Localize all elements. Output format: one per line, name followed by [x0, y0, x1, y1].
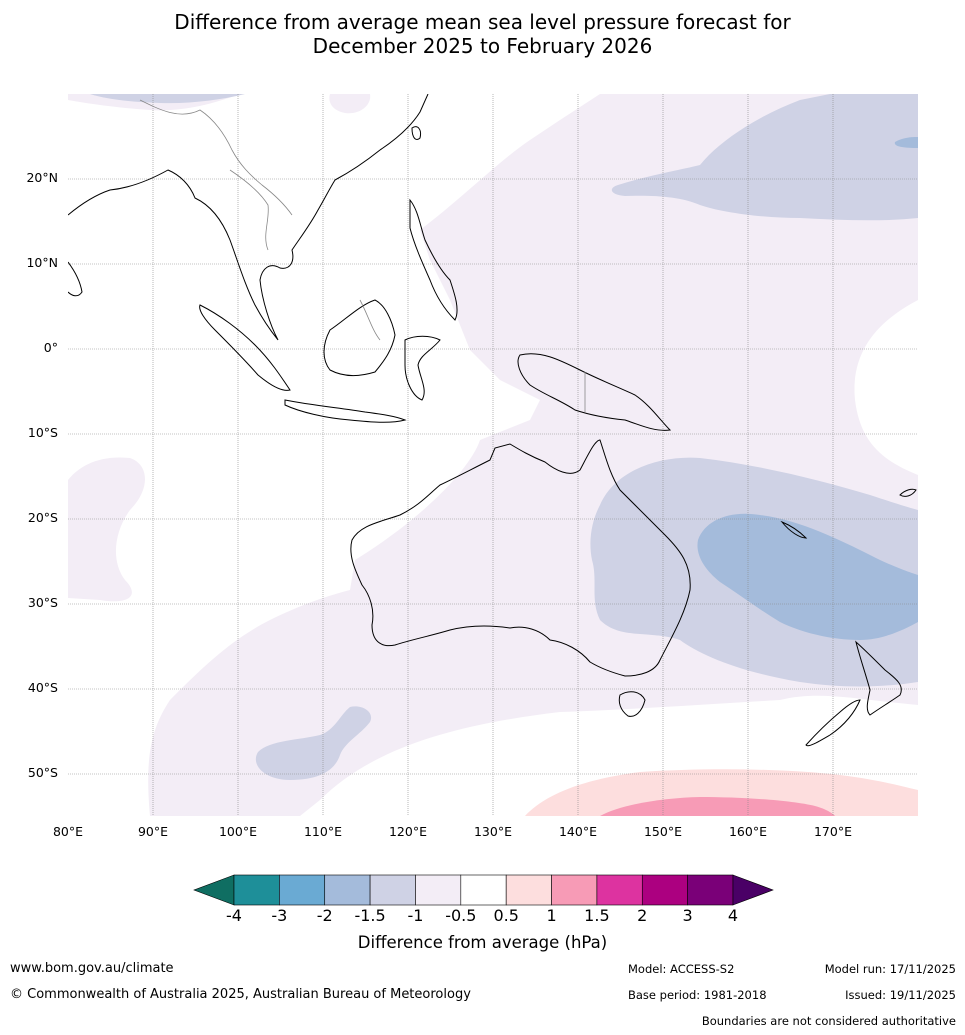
- lon-label-110e: 110°E: [303, 824, 342, 839]
- coastline-philippines: [409, 198, 458, 321]
- coastline-sumatra: [199, 304, 291, 391]
- lat-label-40s: 40°S: [27, 680, 58, 695]
- coastline-borneo: [323, 299, 396, 376]
- coastline-asia: [68, 94, 429, 341]
- colorbar-segments: [193, 874, 774, 906]
- title-line-1: Difference from average mean sea level p…: [174, 10, 791, 34]
- lon-label-160e: 160°E: [728, 824, 767, 839]
- coastline-tasmania: [618, 691, 646, 717]
- colorbar-tick-label: 1: [546, 906, 557, 925]
- colorbar-segment: [596, 874, 643, 906]
- anomaly-region-far-east: [894, 136, 918, 148]
- colorbar-segment: [505, 874, 552, 906]
- coastline-new-guinea: [517, 353, 672, 431]
- footer-disclaimer: Boundaries are not considered authoritat…: [701, 1014, 956, 1028]
- title-line-2: December 2025 to February 2026: [312, 34, 653, 58]
- lat-label-20n: 20°N: [26, 170, 58, 185]
- coastline-new-caledonia: [780, 520, 808, 539]
- lon-label-80e: 80°E: [52, 824, 84, 839]
- footer-issued: Issued: 19/11/2025: [845, 988, 956, 1002]
- lon-label-100e: 100°E: [218, 824, 257, 839]
- lon-label-150e: 150°E: [643, 824, 682, 839]
- lat-label-50s: 50°S: [27, 765, 58, 780]
- colorbar-tick-label: 0.5: [493, 906, 519, 925]
- colorbar-segment: [687, 874, 734, 906]
- colorbar-tick-label: 3: [682, 906, 693, 925]
- anomaly-region-indian-ocean: [68, 457, 145, 602]
- anomaly-region-south-indian: [255, 706, 372, 780]
- coastline-taiwan: [411, 126, 421, 141]
- forecast-map: [68, 94, 918, 816]
- colorbar-segment: [460, 874, 507, 906]
- colorbar-tick-label: -3: [271, 906, 288, 925]
- footer-copyright: © Commonwealth of Australia 2025, Austra…: [10, 987, 471, 1002]
- footer-model-run: Model run: 17/11/2025: [824, 962, 956, 976]
- colorbar-tick-label: -1: [407, 906, 424, 925]
- anomaly-region-southern-ocean: [525, 769, 918, 816]
- lat-label-30s: 30°S: [27, 595, 58, 610]
- coastline-australia: [350, 439, 691, 677]
- lon-label-120e: 120°E: [388, 824, 427, 839]
- anomaly-region-north-strip-2: [329, 94, 371, 114]
- footer-base-period: Base period: 1981-2018: [628, 988, 767, 1002]
- colorbar-tick-label: 1.5: [584, 906, 610, 925]
- map-title: Difference from average mean sea level p…: [0, 10, 965, 58]
- anomaly-region-southern-ocean-core: [600, 797, 835, 816]
- lon-label-130e: 130°E: [473, 824, 512, 839]
- colorbar-tick-label: -0.5: [445, 906, 477, 925]
- colorbar-tick-label: 4: [727, 906, 739, 925]
- colorbar-tick-label: -1.5: [354, 906, 386, 925]
- lon-label-90e: 90°E: [137, 824, 169, 839]
- colorbar: [193, 874, 774, 906]
- anomaly-region-tasman-sea: [697, 513, 918, 640]
- lon-label-140e: 140°E: [558, 824, 597, 839]
- coastline-java: [284, 399, 407, 423]
- coastline-fiji: [899, 488, 917, 497]
- colorbar-segment: [324, 874, 371, 906]
- lat-label-0: 0°: [43, 340, 58, 355]
- footer-model: Model: ACCESS-S2: [628, 962, 735, 976]
- colorbar-label: Difference from average (hPa): [357, 933, 608, 952]
- colorbar-segment: [233, 874, 280, 906]
- colorbar-tick-label: -2: [316, 906, 333, 925]
- colorbar-segment: [641, 874, 688, 906]
- coastline-india: [68, 261, 83, 297]
- colorbar-arrow-high: [732, 874, 774, 906]
- map-gridlines: [68, 94, 918, 816]
- lat-label-20s: 20°S: [27, 510, 58, 525]
- colorbar-segment: [279, 874, 326, 906]
- national-boundaries: [139, 99, 586, 412]
- colorbar-arrow-low: [193, 874, 235, 906]
- footer-website[interactable]: www.bom.gov.au/climate: [10, 961, 174, 976]
- colorbar-segment: [369, 874, 416, 906]
- colorbar-segment: [551, 874, 598, 906]
- lon-label-170e: 170°E: [813, 824, 852, 839]
- colorbar-tick-label: -4: [226, 906, 242, 925]
- anomaly-region-north-strip-3: [90, 94, 245, 104]
- coastline-sulawesi: [404, 335, 441, 401]
- colorbar-tick-label: 2: [637, 906, 648, 925]
- lat-label-10n: 10°N: [26, 255, 58, 270]
- colorbar-segment: [415, 874, 462, 906]
- coastline-new-zealand-north: [855, 640, 902, 716]
- anomaly-region-north-pacific-high: [611, 94, 918, 221]
- lat-label-10s: 10°S: [27, 425, 58, 440]
- coastline-new-zealand-south: [805, 699, 861, 747]
